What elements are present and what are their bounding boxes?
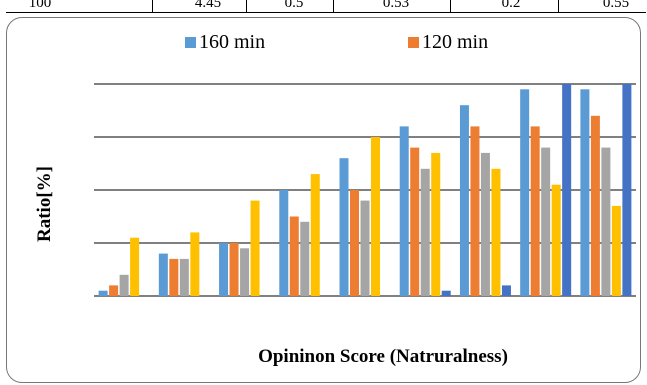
bar: [190, 232, 200, 296]
bar: [580, 89, 590, 296]
bar: [601, 147, 611, 296]
table-divider: [558, 0, 559, 12]
chart-frame: [6, 17, 641, 383]
bar: [480, 152, 490, 296]
legend: 160 min 120 min: [185, 31, 488, 53]
bar: [541, 147, 551, 296]
bar: [530, 126, 540, 297]
table-divider: [152, 0, 153, 12]
table-cell: 4.45: [194, 0, 222, 11]
table-cell: 0.55: [602, 0, 630, 11]
bar: [169, 258, 179, 296]
bar: [501, 285, 511, 296]
bar: [250, 200, 260, 296]
bars: [98, 84, 632, 297]
table-cell: 0.2: [501, 0, 521, 11]
bar: [622, 84, 632, 296]
table-divider: [450, 0, 451, 12]
bar: [371, 137, 380, 296]
legend-swatch: [408, 37, 419, 48]
bar: [310, 174, 320, 296]
bar: [179, 258, 189, 296]
bar: [130, 237, 140, 296]
bar: [470, 126, 480, 297]
table-divider: [246, 0, 247, 12]
bar: [289, 216, 299, 296]
bar: [491, 168, 501, 296]
bar: [279, 190, 289, 296]
bar: [399, 126, 409, 297]
bar: [219, 243, 229, 296]
table-cell: 100: [28, 0, 52, 11]
bar: [431, 152, 441, 296]
y-axis-label: Ratio[%]: [34, 166, 55, 242]
bar: [562, 84, 572, 296]
bar: [300, 221, 310, 296]
bar: [229, 243, 239, 296]
bar: [360, 200, 370, 296]
bar: [420, 168, 430, 296]
bar: [350, 190, 359, 296]
top-table-row: 100 4.45 0.5 0.53 0.2 0.55: [6, 0, 646, 13]
bar: [441, 290, 451, 296]
bar: [240, 248, 250, 296]
legend-label: 160 min: [199, 31, 265, 53]
bar: [109, 285, 119, 296]
bar: [459, 105, 469, 296]
x-axis-label: Opininon Score (Natruralness): [258, 346, 508, 367]
bar: [339, 158, 349, 296]
legend-swatch: [185, 37, 196, 48]
bar: [551, 184, 561, 296]
bar: [158, 253, 168, 296]
table-cell: 0.5: [284, 0, 304, 11]
bar: [410, 147, 420, 296]
table-cell: 0.53: [382, 0, 410, 11]
bar: [98, 290, 108, 296]
legend-label: 120 min: [422, 31, 488, 53]
bar: [590, 115, 600, 296]
bar: [119, 274, 129, 296]
table-divider: [333, 0, 334, 12]
bar: [611, 205, 621, 296]
bar: [520, 89, 530, 296]
